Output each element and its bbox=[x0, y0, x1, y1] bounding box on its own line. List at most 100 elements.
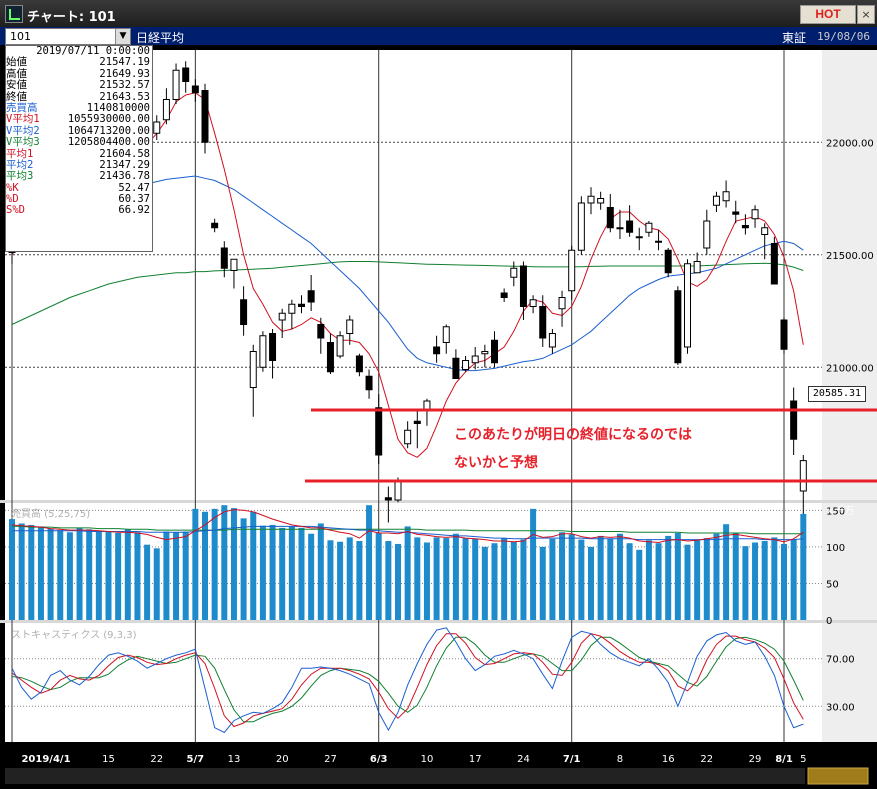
info-label: 終値 bbox=[6, 90, 27, 103]
info-value: 21532.57 bbox=[99, 79, 150, 92]
volume-bar bbox=[259, 525, 266, 620]
x-tick-label: 22 bbox=[150, 754, 163, 765]
volume-bar bbox=[549, 538, 556, 620]
volume-bar bbox=[539, 546, 546, 620]
volume-bar bbox=[346, 537, 353, 620]
volume-bar bbox=[308, 533, 315, 620]
volume-bar bbox=[568, 534, 575, 620]
annotation-line2: ないかと予想 bbox=[454, 455, 538, 471]
volume-bar bbox=[95, 530, 102, 620]
panel-separator bbox=[0, 620, 877, 623]
candle-body bbox=[230, 258, 238, 271]
info-row: V平均3 1205804400.00 bbox=[6, 136, 152, 149]
info-value: 21643.53 bbox=[99, 90, 150, 103]
candle-body bbox=[471, 355, 479, 364]
market-name: 東証 bbox=[782, 31, 807, 45]
x-tick-label: 16 bbox=[662, 754, 675, 765]
candle bbox=[548, 329, 556, 354]
candle bbox=[712, 191, 720, 212]
volume-bar bbox=[76, 527, 83, 620]
candle-body bbox=[269, 333, 277, 361]
volume-bar bbox=[317, 523, 324, 620]
volume-bar bbox=[356, 541, 363, 620]
candle-body bbox=[655, 240, 663, 243]
chart-app-icon bbox=[5, 5, 23, 23]
vol-ma3-line bbox=[12, 525, 804, 535]
volume-bar bbox=[694, 540, 701, 620]
candle-body bbox=[674, 290, 682, 364]
candle bbox=[539, 295, 547, 347]
info-label: V平均1 bbox=[6, 113, 40, 126]
candle-body bbox=[577, 202, 585, 251]
chevron-down-icon[interactable]: ▼ bbox=[115, 29, 130, 44]
candle-body bbox=[442, 326, 450, 343]
volume-tick-label: 50 bbox=[826, 579, 839, 590]
candle bbox=[790, 387, 798, 455]
candle bbox=[635, 227, 643, 251]
hot-button[interactable]: HOT bbox=[800, 5, 856, 24]
volume-bar bbox=[105, 531, 112, 620]
volume-bar bbox=[240, 518, 247, 620]
info-label: 平均2 bbox=[6, 158, 34, 171]
candle bbox=[240, 286, 248, 336]
info-panel: 2019/07/11 0:00:00 始値 21547.19 高値 21649.93 安… bbox=[5, 45, 153, 252]
volume-bar bbox=[385, 541, 392, 620]
candle bbox=[153, 115, 161, 140]
info-label: V平均3 bbox=[6, 136, 40, 149]
candle bbox=[558, 290, 566, 327]
volume-bar bbox=[800, 513, 807, 620]
candle bbox=[510, 261, 518, 287]
y-axis-labels: 21000.00 21500.00 22000.00 0 50 100 150 30.00 70… bbox=[826, 138, 874, 713]
info-label: 安値 bbox=[6, 79, 27, 92]
vol-ma1-line bbox=[11, 509, 804, 544]
volume-tick-label: 150 bbox=[826, 506, 845, 517]
stoch-d-line bbox=[11, 633, 804, 728]
candle bbox=[741, 214, 749, 235]
candle bbox=[442, 324, 450, 354]
info-row: %D 60.37 bbox=[6, 193, 152, 206]
volume-bar bbox=[66, 532, 73, 620]
volume-bar bbox=[732, 532, 739, 620]
x-axis-labels: 2019/4/1 15 22 5/7 13 20 27 6/3 10 17 24 7/1 8 16 22 29… bbox=[21, 754, 806, 765]
candle bbox=[664, 248, 672, 278]
candle bbox=[191, 79, 199, 102]
volume-bar bbox=[18, 523, 25, 620]
volume-bar bbox=[86, 529, 93, 620]
info-value: 1055930000.00 bbox=[67, 113, 150, 126]
volume-bar bbox=[443, 538, 450, 620]
candle bbox=[307, 275, 315, 311]
info-label: 売買高 bbox=[6, 101, 38, 114]
stock-code-select[interactable]: 101 ▼ bbox=[5, 28, 131, 45]
volume-bar bbox=[472, 538, 479, 620]
info-row: 高値 21649.93 bbox=[6, 68, 152, 80]
candle-body bbox=[751, 209, 759, 220]
candle-body bbox=[664, 249, 672, 274]
info-value: 60.37 bbox=[118, 193, 150, 206]
candle-body bbox=[191, 85, 199, 94]
candle-body bbox=[790, 400, 798, 440]
candle-body bbox=[548, 333, 556, 348]
candle bbox=[452, 349, 460, 379]
volume-bar bbox=[742, 546, 749, 620]
volume-bar bbox=[327, 540, 334, 620]
info-label: V平均2 bbox=[6, 124, 40, 137]
candle-body bbox=[201, 90, 209, 143]
volume-bar bbox=[37, 526, 44, 620]
x-tick-label: 8 bbox=[617, 754, 623, 765]
candle-body bbox=[741, 225, 749, 229]
chart-canvas[interactable]: 21000.00 21500.00 22000.00 0 50 100 150 30.00 70… bbox=[0, 45, 877, 789]
candle-body bbox=[298, 303, 305, 307]
price-tick-label: 22000.00 bbox=[826, 138, 874, 149]
info-value: 52.47 bbox=[118, 181, 150, 194]
volume-tick-label: 0 bbox=[826, 616, 832, 627]
candle-body bbox=[307, 290, 315, 303]
x-tick-label: 17 bbox=[469, 754, 482, 765]
candle-body bbox=[722, 191, 730, 202]
close-button[interactable]: × bbox=[857, 5, 875, 24]
volume-bar bbox=[134, 532, 141, 620]
candle-body bbox=[462, 360, 470, 370]
candle bbox=[249, 344, 257, 417]
x-tick-label: 20 bbox=[276, 754, 289, 765]
candle bbox=[568, 245, 576, 300]
panel-separator bbox=[0, 500, 877, 503]
